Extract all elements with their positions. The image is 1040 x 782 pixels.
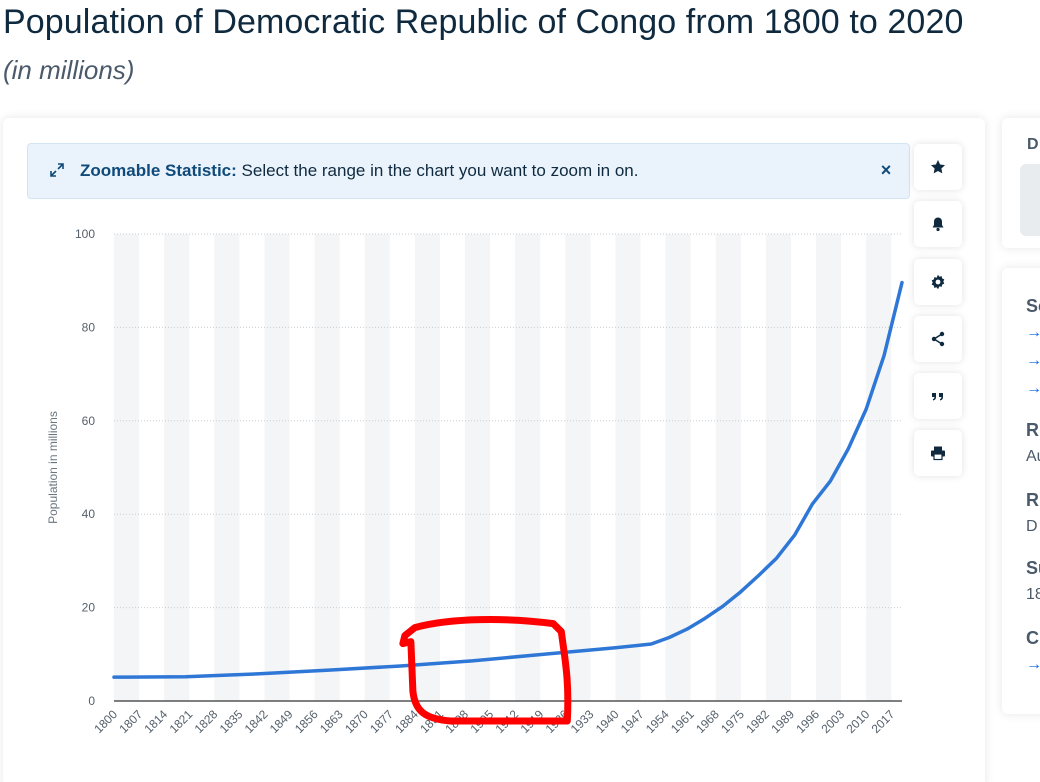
quote-icon: [932, 393, 943, 401]
zoom-banner-label: Zoomable Statistic:: [80, 161, 237, 180]
side-panel-fragment: C: [1026, 628, 1039, 648]
grid-band: [515, 234, 541, 701]
side-panel-fragment: Sc: [1026, 296, 1040, 316]
side-panel-fragment: R: [1026, 420, 1039, 440]
side-panel-fragment[interactable]: →: [1026, 656, 1040, 673]
x-tick-label: 1842: [242, 707, 271, 736]
zoom-banner-text: Zoomable Statistic: Select the range in …: [80, 161, 638, 181]
side-card-placeholder[interactable]: [1020, 164, 1040, 236]
x-tick-label: 1947: [618, 707, 647, 736]
zoom-banner-message: Select the range in the chart you want t…: [241, 161, 639, 180]
side-panel-fragment: D: [1026, 518, 1038, 535]
grid-band: [364, 234, 390, 701]
grid-band: [665, 234, 691, 701]
x-tick-label: 2010: [844, 707, 873, 736]
side-panel-fragment: 18: [1026, 586, 1040, 603]
star-icon: [931, 160, 945, 174]
y-tick-label: 80: [82, 320, 96, 334]
zoom-expand-icon: [49, 162, 67, 180]
side-card-top: D: [1002, 118, 1040, 248]
grid-band: [765, 234, 791, 701]
x-tick-label: 2003: [818, 707, 847, 736]
y-tick-label: 100: [75, 227, 95, 241]
y-tick-label: 20: [82, 601, 96, 615]
gear-icon: [931, 274, 945, 290]
x-tick-label: 1982: [743, 707, 772, 736]
grid-band: [866, 234, 892, 701]
side-panel-fragment: Su: [1026, 558, 1040, 578]
annotation-box: [399, 616, 572, 725]
grid-band: [264, 234, 290, 701]
y-tick-label: 0: [88, 694, 95, 708]
x-tick-label: 1870: [342, 707, 371, 736]
x-tick-label: 2017: [869, 707, 898, 736]
x-tick-label: 1828: [192, 707, 221, 736]
y-tick-label: 60: [82, 414, 96, 428]
grid-band: [414, 234, 440, 701]
grid-band: [164, 234, 190, 701]
x-tick-label: 1835: [217, 707, 246, 736]
x-tick-label: 1849: [267, 707, 296, 736]
x-tick-label: 1989: [768, 707, 797, 736]
grid-band: [114, 234, 140, 701]
x-tick-label: 1961: [668, 707, 697, 736]
side-panel-fragment[interactable]: →: [1026, 324, 1040, 341]
share-icon: [931, 331, 945, 347]
grid-band: [465, 234, 491, 701]
side-panel-fragment[interactable]: →: [1026, 380, 1040, 397]
grid-band: [715, 234, 741, 701]
y-tick-label: 40: [82, 507, 96, 521]
share-button[interactable]: [914, 316, 962, 362]
settings-button[interactable]: [914, 259, 962, 305]
favorite-button[interactable]: [914, 144, 962, 190]
side-panel-fragment[interactable]: →: [1026, 352, 1040, 369]
x-tick-label: 1968: [693, 707, 722, 736]
notify-button[interactable]: [914, 201, 962, 247]
zoom-banner: Zoomable Statistic: Select the range in …: [27, 143, 910, 199]
page-title: Population of Democratic Republic of Con…: [3, 3, 964, 41]
x-tick-label: 1856: [292, 707, 321, 736]
page-subtitle: (in millions): [3, 55, 135, 85]
side-card-top-label: D: [1027, 136, 1039, 153]
x-tick-label: 1954: [643, 707, 672, 736]
side-panel-fragment: R: [1026, 490, 1039, 510]
x-tick-label: 1975: [718, 707, 747, 736]
side-panel-fragment: Au: [1026, 448, 1040, 465]
x-tick-label: 1863: [317, 707, 346, 736]
x-tick-label: 1821: [167, 707, 196, 736]
x-tick-label: 1940: [593, 707, 622, 736]
grid-band: [214, 234, 240, 701]
x-tick-label: 1807: [116, 707, 145, 736]
cite-button[interactable]: [914, 373, 962, 419]
grid-band: [615, 234, 641, 701]
bell-icon: [932, 217, 944, 232]
print-button[interactable]: [914, 430, 962, 476]
y-axis-label: Population in millions: [46, 411, 60, 524]
grid-band: [565, 234, 591, 701]
side-card-details: Sc→→→RAuRDSu18C→: [1002, 268, 1040, 714]
grid-band: [314, 234, 340, 701]
x-tick-label: 1800: [91, 707, 120, 736]
x-tick-label: 1933: [568, 707, 597, 736]
close-icon[interactable]: ×: [880, 160, 892, 180]
x-tick-label: 1996: [793, 707, 822, 736]
x-tick-label: 1814: [141, 707, 170, 736]
print-icon: [931, 446, 945, 461]
series-line[interactable]: [112, 280, 904, 679]
x-tick-label: 1877: [367, 707, 396, 736]
